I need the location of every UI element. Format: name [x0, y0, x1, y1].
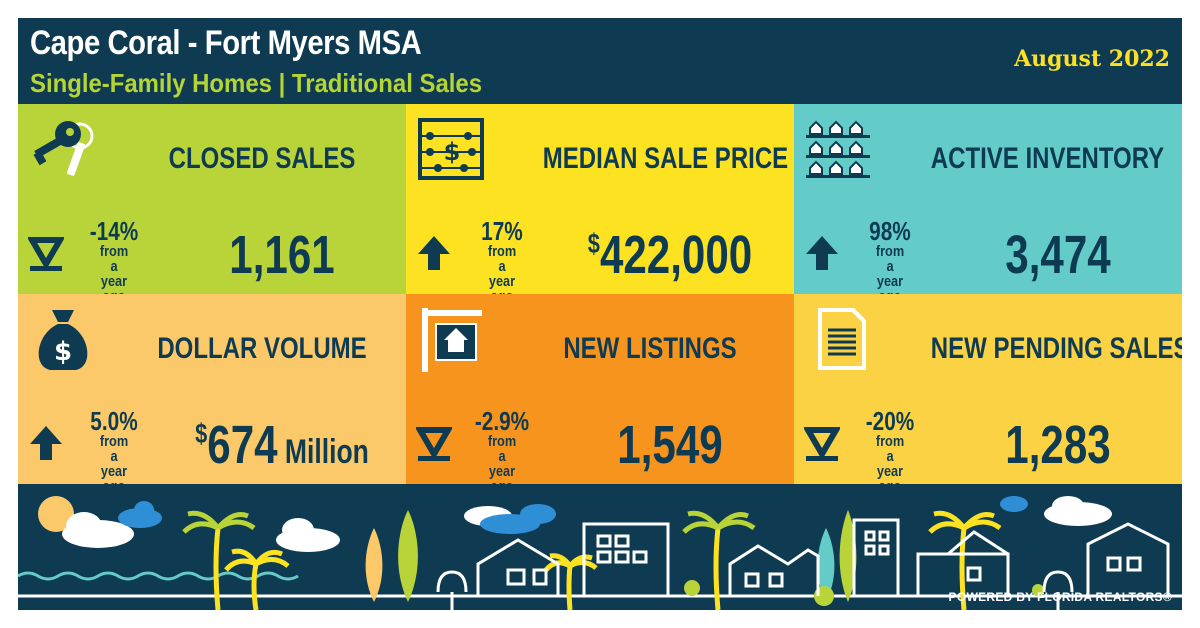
change-percent: 17%	[481, 216, 523, 246]
metric-number: 674	[207, 415, 278, 475]
metric-number: 422,000	[599, 225, 753, 285]
city-skyline-illustration	[18, 496, 1182, 610]
arrow-up-icon	[806, 236, 838, 270]
tile-label: MEDIAN SALE PRICE	[542, 142, 789, 175]
metric-number: 1,549	[617, 415, 723, 475]
metric-value: 3,474	[969, 224, 1147, 286]
svg-text:$: $	[444, 138, 461, 166]
money-bag-icon: $	[38, 310, 88, 370]
tree-icon	[817, 528, 835, 602]
tile-new-pending-sales: NEW PENDING SALES -20% from a year ago 1…	[794, 294, 1182, 494]
currency-symbol: $	[587, 228, 600, 259]
metric-value: 1,549	[581, 414, 759, 476]
change-percent: -14%	[89, 216, 139, 246]
document-icon	[818, 308, 866, 370]
tile-new-listings: NEW LISTINGS -2.9% from a year ago 1,549	[406, 294, 794, 494]
page-title: Cape Coral - Fort Myers MSA	[30, 24, 422, 62]
palm-tree-icon	[182, 510, 1002, 610]
tile-dollar-volume: $ DOLLAR VOLUME 5.0% from a year ago $67…	[18, 294, 406, 494]
change-note: from a year ago	[99, 433, 129, 495]
tile-closed-sales: CLOSED SALES -14% from a year ago 1,161	[18, 104, 406, 304]
change-indicator: -14% from a year ago	[74, 218, 154, 304]
house-sign-icon	[422, 308, 482, 372]
arrow-up-icon	[30, 426, 62, 460]
arrow-down-icon	[28, 237, 64, 271]
arrow-down-icon	[804, 427, 840, 461]
bush-icon	[1032, 584, 1044, 596]
metric-value: $422,000	[581, 224, 759, 286]
sun-icon	[38, 496, 74, 532]
abacus-icon: $	[418, 118, 484, 180]
tile-label: NEW LISTINGS	[563, 332, 737, 365]
bush-icon	[684, 580, 700, 596]
tree-icon	[398, 510, 418, 602]
tile-label: CLOSED SALES	[168, 142, 356, 175]
keys-icon	[33, 121, 94, 176]
change-note: from a year ago	[875, 433, 905, 495]
change-indicator: 5.0% from a year ago	[74, 408, 154, 494]
tile-label: NEW PENDING SALES	[930, 332, 1182, 365]
metric-unit: Million	[277, 433, 369, 471]
page-subtitle: Single-Family Homes | Traditional Sales	[30, 68, 483, 98]
change-indicator: -20% from a year ago	[850, 408, 930, 494]
svg-text:$: $	[54, 337, 72, 367]
metric-number: 3,474	[1005, 225, 1111, 285]
change-percent: -2.9%	[474, 406, 530, 436]
tree-icon	[365, 528, 383, 602]
tile-median-sale-price: $ MEDIAN SALE PRICE 17% from a year ago …	[406, 104, 794, 304]
metric-number: 1,161	[229, 225, 335, 285]
change-percent: -20%	[865, 406, 915, 436]
change-percent: 5.0%	[90, 406, 138, 436]
header: Cape Coral - Fort Myers MSA Single-Famil…	[18, 18, 1182, 104]
powered-by-credit: POWERED BY FLORIDA REALTORS®	[948, 590, 1172, 604]
change-indicator: -2.9% from a year ago	[462, 408, 542, 494]
metric-number: 1,283	[1005, 415, 1111, 475]
infographic: Cape Coral - Fort Myers MSA Single-Famil…	[18, 18, 1182, 610]
metric-value: $674 Million	[193, 414, 371, 476]
arrow-down-icon	[416, 427, 452, 461]
tile-label: ACTIVE INVENTORY	[930, 142, 1165, 175]
metric-value: 1,161	[193, 224, 371, 286]
currency-symbol: $	[195, 418, 208, 449]
buildings-outline	[436, 518, 1170, 610]
change-percent: 98%	[869, 216, 911, 246]
change-indicator: 98% from a year ago	[850, 218, 930, 304]
cloud-icon	[1000, 496, 1028, 512]
metric-value: 1,283	[969, 414, 1147, 476]
tile-label: DOLLAR VOLUME	[157, 332, 367, 365]
report-date: August 2022	[1014, 46, 1170, 72]
change-note: from a year ago	[487, 433, 517, 495]
arrow-up-icon	[418, 236, 450, 270]
houses-grid-icon	[806, 120, 870, 178]
tile-active-inventory: ACTIVE INVENTORY 98% from a year ago 3,4…	[794, 104, 1182, 304]
change-indicator: 17% from a year ago	[462, 218, 542, 304]
tree-icon	[839, 510, 857, 602]
